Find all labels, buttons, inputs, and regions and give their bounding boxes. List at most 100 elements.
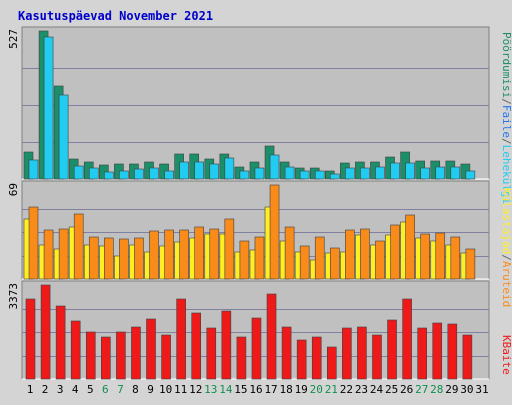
bar-failid-1 [28,159,39,180]
bar-failid-4 [73,165,84,180]
x-axis-labels: 1 2 3 4 5 6 7 8 9 10 11 12 13 14 15 16 17 18 19 20 21 22 23 24 2… [27,383,489,396]
panel-1: 527 [7,26,490,180]
x-tick-label: 15 [234,383,247,396]
x-tick-label: 4 [72,383,79,396]
bar-failid-18 [284,166,295,180]
x-tick-label: 5 [87,383,94,396]
x-tick-label: 22 [340,383,353,396]
bar-failid-30 [465,170,476,180]
bar-kbaite-19 [296,339,307,380]
bar-aruteid-26 [405,214,415,280]
bar-kbaite-17 [266,293,277,380]
bar-aruteid-24 [375,240,385,280]
bar-kbaite-18 [281,326,292,380]
legend-entry: / [500,138,512,145]
bar-kbaite-23 [357,326,367,380]
legend-entry: KBaite [500,335,512,375]
legend-entry: Pöördumisi [500,32,512,98]
bar-aruteid-19 [299,245,310,280]
bar-failid-10 [164,170,174,180]
bar-aruteid-29 [450,236,461,280]
x-tick-label: 20 [310,383,323,396]
x-tick-label: 7 [117,383,124,396]
plots-group: 527 69 3373 [7,26,490,380]
y-max-label: 69 [7,183,20,196]
bar-failid-7 [119,170,129,180]
bar-failid-28 [435,166,446,180]
x-tick-label: 25 [385,383,398,396]
bar-aruteid-27 [420,233,430,280]
bar-failid-23 [360,167,370,180]
bar-failid-19 [299,170,310,180]
bar-kbaite-10 [161,334,171,380]
bar-aruteid-7 [119,238,129,280]
bar-aruteid-4 [73,213,84,280]
bar-aruteid-23 [360,228,370,280]
x-tick-label: 29 [445,383,458,396]
bar-failid-6 [104,171,114,180]
legend-1: Pöördumisi/Faile/Lehekülgi [500,32,512,204]
bar-kbaite-15 [236,336,247,380]
bar-failid-5 [88,167,99,180]
bar-aruteid-5 [88,236,99,280]
x-tick-label: 9 [147,383,154,396]
bar-failid-25 [390,162,400,180]
bar-kbaite-27 [417,327,427,380]
x-tick-label: 8 [132,383,139,396]
bar-failid-13 [209,163,220,180]
legend-entry: / [500,254,512,261]
bar-kbaite-24 [372,334,382,380]
bar-failid-24 [375,166,385,180]
bar-kbaite-1 [25,298,36,380]
bar-failid-29 [450,166,461,180]
bar-failid-27 [420,167,430,180]
bar-failid-3 [58,94,69,180]
legend-entry: / [500,98,512,105]
x-tick-label: 24 [370,383,384,396]
y-max-label: 3373 [7,283,20,310]
bar-kbaite-26 [402,298,412,380]
bar-kbaite-4 [70,320,81,380]
bar-aruteid-22 [345,229,355,280]
x-tick-label: 17 [264,383,277,396]
bar-kbaite-14 [221,310,232,380]
x-tick-label: 26 [400,383,413,396]
bar-kbaite-2 [40,284,51,380]
bar-failid-26 [405,162,415,180]
bar-kbaite-20 [311,336,322,380]
x-tick-label: 12 [189,383,202,396]
legend-entry: Faile [500,105,512,138]
bar-kbaite-6 [101,336,111,380]
bar-failid-15 [239,170,250,180]
panel-3: 3373 [7,280,490,380]
bar-aruteid-17 [269,184,280,280]
legends-group: Pöördumisi/Faile/LehekülgiKülastajad/Aru… [500,32,512,375]
bar-aruteid-6 [104,237,114,280]
bar-aruteid-11 [179,229,189,280]
bar-aruteid-21 [329,247,340,280]
x-tick-label: 21 [325,383,338,396]
bar-kbaite-25 [387,319,397,380]
bar-kbaite-16 [251,317,262,380]
x-tick-label: 27 [415,383,428,396]
bar-aruteid-1 [28,206,39,280]
bar-kbaite-12 [191,312,202,380]
bar-failid-16 [254,167,265,180]
x-tick-label: 14 [219,383,233,396]
bar-aruteid-25 [390,224,400,280]
chart-title: Kasutuspäevad November 2021 [18,9,213,23]
x-tick-label: 16 [249,383,262,396]
bar-kbaite-29 [447,323,458,380]
bar-failid-12 [194,161,205,180]
x-tick-label: 23 [355,383,368,396]
bar-failid-14 [224,157,235,180]
bar-failid-17 [269,154,280,180]
bar-aruteid-9 [149,230,159,280]
x-tick-label: 18 [280,383,293,396]
x-tick-label: 30 [460,383,473,396]
bar-aruteid-28 [435,232,446,280]
x-tick-label: 6 [102,383,109,396]
bar-aruteid-18 [284,226,295,280]
x-tick-label: 2 [42,383,49,396]
